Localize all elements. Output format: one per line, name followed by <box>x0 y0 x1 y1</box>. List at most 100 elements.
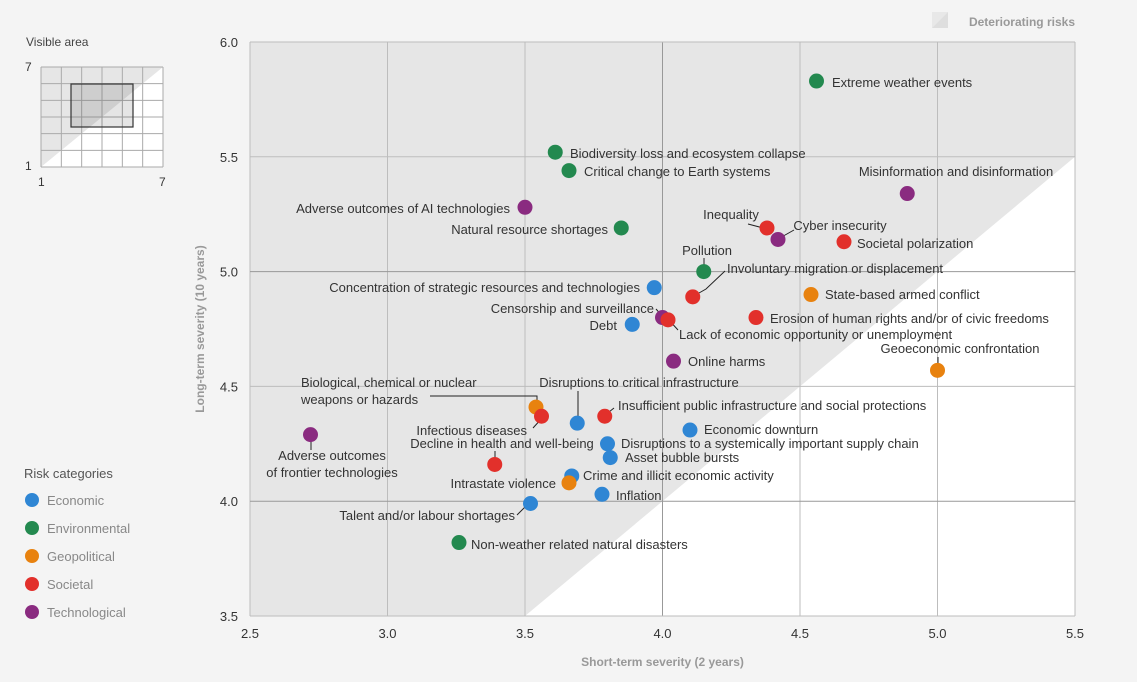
data-point-economic[interactable] <box>594 486 610 502</box>
data-point-economic[interactable] <box>646 280 662 296</box>
legend-dot-economic <box>25 493 39 507</box>
point-label: State-based armed conflict <box>825 287 980 302</box>
point-label-line: of frontier technologies <box>266 465 398 480</box>
x-tick-label: 3.5 <box>516 626 534 641</box>
point-label: Talent and/or labour shortages <box>339 508 515 523</box>
legend-dot-environmental <box>25 521 39 535</box>
point-label: Critical change to Earth systems <box>584 164 771 179</box>
point-label: Erosion of human rights and/or of civic … <box>770 311 1049 326</box>
point-label: Societal polarization <box>857 236 973 251</box>
point-label: Lack of economic opportunity or unemploy… <box>679 327 953 342</box>
point-label: Online harms <box>688 354 766 369</box>
point-label: Crime and illicit economic activity <box>583 468 774 483</box>
point-label: Non-weather related natural disasters <box>471 537 688 552</box>
point-label: Misinformation and disinformation <box>859 164 1053 179</box>
y-tick-label: 3.5 <box>220 609 238 624</box>
point-label: Extreme weather events <box>832 75 973 90</box>
data-point-societal[interactable] <box>836 234 852 250</box>
data-point-technological[interactable] <box>666 353 681 369</box>
data-point-environmental[interactable] <box>561 163 577 179</box>
y-tick-label: 6.0 <box>220 35 238 50</box>
y-tick-label: 4.5 <box>220 379 238 394</box>
point-label: Natural resource shortages <box>451 222 608 237</box>
y-tick-label: 5.0 <box>220 265 238 280</box>
data-point-geopolitical[interactable] <box>803 287 819 303</box>
data-point-environmental[interactable] <box>809 73 824 89</box>
point-label: Insufficient public infrastructure and s… <box>618 398 927 413</box>
data-point-societal[interactable] <box>759 220 775 236</box>
point-label: Decline in health and well-being <box>410 436 594 451</box>
x-tick-label: 3.0 <box>378 626 396 641</box>
data-point-technological[interactable] <box>770 231 786 247</box>
point-label-line: Biological, chemical or nuclear <box>301 375 477 390</box>
point-label-line: weapons or hazards <box>300 392 419 407</box>
data-point-economic[interactable] <box>682 422 698 438</box>
point-label: Censorship and surveillance <box>491 301 654 316</box>
point-label: Asset bubble bursts <box>625 450 740 465</box>
point-label: Infectious diseases <box>416 423 527 438</box>
data-point-environmental[interactable] <box>613 220 629 236</box>
point-label: Adverse outcomes of frontier technologies <box>266 448 398 480</box>
x-tick-label: 5.5 <box>1066 626 1084 641</box>
data-point-societal[interactable] <box>685 289 701 305</box>
deteriorating-triangle-icon <box>932 12 948 28</box>
point-label: Intrastate violence <box>450 476 556 491</box>
legend-item-societal: Societal <box>47 577 93 592</box>
data-point-societal[interactable] <box>660 312 676 328</box>
data-point-technological[interactable] <box>517 199 533 215</box>
deteriorating-risks-label: Deteriorating risks <box>969 15 1075 29</box>
point-label: Biodiversity loss and ecosystem collapse <box>570 146 806 161</box>
x-tick-label: 5.0 <box>928 626 946 641</box>
point-label: Concentration of strategic resources and… <box>329 280 640 295</box>
legend-item-technological: Technological <box>47 605 126 620</box>
data-point-societal[interactable] <box>534 408 549 424</box>
point-label: Biological, chemical or nuclear weapons o… <box>300 375 477 407</box>
y-axis-label: Long-term severity (10 years) <box>193 245 207 412</box>
data-point-geopolitical[interactable] <box>561 475 577 491</box>
x-axis-label: Short-term severity (2 years) <box>581 655 744 669</box>
point-label: Inflation <box>616 488 662 503</box>
point-label: Adverse outcomes of AI technologies <box>296 201 510 216</box>
y-tick-label: 4.0 <box>220 494 238 509</box>
point-label: Debt <box>590 318 618 333</box>
data-point-economic[interactable] <box>523 495 538 511</box>
data-point-technological[interactable] <box>303 427 318 443</box>
point-label: Involuntary migration or displacement <box>727 261 943 276</box>
legend-item-environmental: Environmental <box>47 521 130 536</box>
legend-dot-technological <box>25 605 39 619</box>
minimap-title: Visible area <box>26 35 89 49</box>
data-point-technological[interactable] <box>899 186 915 202</box>
data-point-economic[interactable] <box>569 415 585 431</box>
data-point-environmental[interactable] <box>451 535 467 551</box>
minimap-y-max: 7 <box>25 60 32 74</box>
point-label: Pollution <box>682 243 732 258</box>
minimap-y-min: 1 <box>25 159 32 173</box>
minimap-x-min: 1 <box>38 175 45 189</box>
point-label-line: Adverse outcomes <box>278 448 386 463</box>
data-point-environmental[interactable] <box>547 144 563 160</box>
x-tick-label: 4.5 <box>791 626 809 641</box>
point-label: Inequality <box>703 207 759 222</box>
data-point-geopolitical[interactable] <box>930 362 945 378</box>
legend-dot-societal <box>25 577 39 591</box>
legend-title: Risk categories <box>24 466 113 481</box>
data-point-economic[interactable] <box>624 316 640 332</box>
y-tick-label: 5.5 <box>220 150 238 165</box>
x-tick-label: 2.5 <box>241 626 259 641</box>
data-point-societal[interactable] <box>748 310 764 326</box>
data-point-economic[interactable] <box>602 450 618 466</box>
point-label: Economic downturn <box>704 422 818 437</box>
data-point-societal[interactable] <box>597 408 613 424</box>
x-tick-label: 4.0 <box>653 626 671 641</box>
point-label: Cyber insecurity <box>793 218 887 233</box>
data-point-economic[interactable] <box>600 436 615 452</box>
point-label: Disruptions to critical infrastructure <box>539 375 738 390</box>
legend-item-economic: Economic <box>47 493 105 508</box>
data-point-environmental[interactable] <box>696 264 712 280</box>
legend-dot-geopolitical <box>25 549 39 563</box>
data-point-societal[interactable] <box>487 456 503 472</box>
point-label: Geoeconomic confrontation <box>881 341 1040 356</box>
legend-item-geopolitical: Geopolitical <box>47 549 115 564</box>
